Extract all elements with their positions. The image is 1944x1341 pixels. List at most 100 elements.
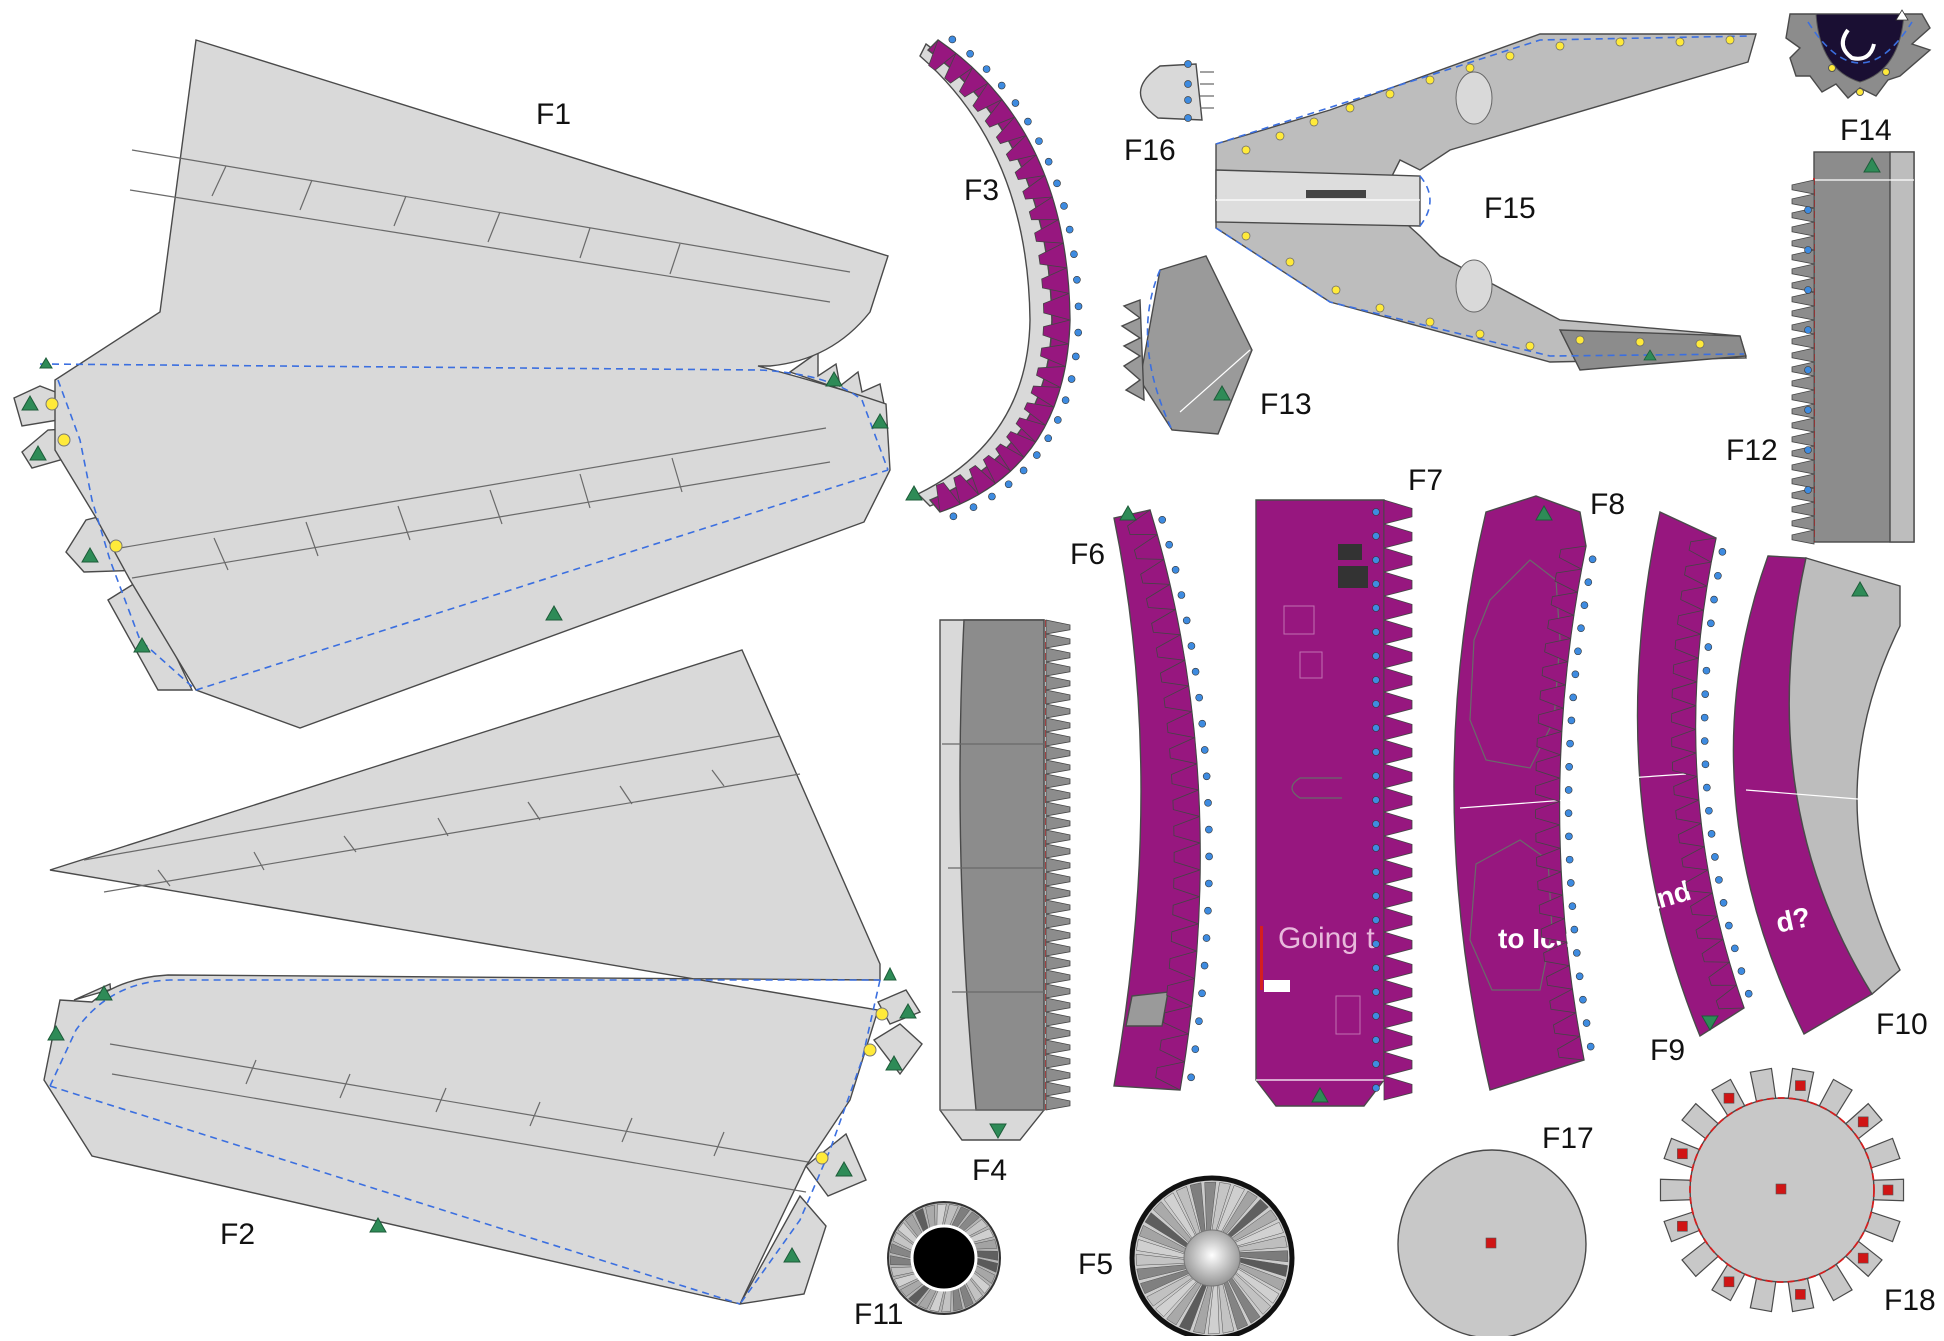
glue-tooth (1045, 871, 1071, 887)
glue-tooth (1045, 1081, 1071, 1097)
label-f9: F9 (1650, 1034, 1685, 1067)
triangle-marker (899, 1002, 917, 1019)
f10-side (1788, 557, 1901, 996)
glue-tooth (1681, 846, 1709, 871)
glue-tooth (953, 474, 980, 505)
glue-tooth (1791, 417, 1815, 433)
glue-tooth (1383, 763, 1413, 789)
f15-window (1455, 259, 1493, 313)
triangle-marker (989, 1123, 1007, 1140)
triangle-marker (81, 546, 99, 563)
glue-tooth (1383, 1075, 1413, 1101)
glue-tooth (1383, 1003, 1413, 1029)
glue-tooth (1045, 815, 1071, 831)
glue-tooth (1383, 835, 1413, 861)
f14-dark-cap (1815, 13, 1905, 83)
f13-body (1139, 255, 1253, 435)
glue-tooth (1045, 717, 1071, 733)
triangle-marker (47, 1024, 65, 1041)
triangle-marker (95, 984, 113, 1001)
label-f6: F6 (1070, 538, 1105, 571)
glue-tooth (1045, 997, 1071, 1013)
label-f18: F18 (1884, 1284, 1936, 1317)
glue-tooth (1045, 843, 1071, 859)
glue-tooth (928, 39, 957, 71)
glue-tooth (1677, 609, 1704, 635)
square-marker (1677, 1148, 1688, 1160)
glue-tooth (1791, 473, 1815, 489)
square-marker (1857, 1116, 1869, 1128)
triangle-marker (369, 1216, 387, 1233)
triangle-marker (29, 444, 47, 461)
glue-tooth (1791, 193, 1815, 209)
glue-tooth (1558, 545, 1587, 570)
glue-tooth (1791, 179, 1815, 195)
glue-tooth (1045, 1011, 1071, 1027)
glue-tooth (1708, 961, 1737, 986)
glue-tooth (1045, 899, 1071, 915)
part-f18-gear: F18 (1659, 1067, 1936, 1317)
glue-tooth (968, 465, 997, 496)
square-marker (1485, 1237, 1497, 1249)
triangle-marker (1535, 504, 1553, 521)
glue-tooth (1383, 571, 1413, 597)
dot-marker (815, 1151, 829, 1165)
glue-tooth (1791, 333, 1815, 349)
dot-marker (57, 433, 71, 447)
glue-tooth (1383, 691, 1413, 717)
label-f16: F16 (1124, 134, 1176, 167)
glue-tooth (1553, 1012, 1581, 1037)
glue-tooth (1045, 829, 1071, 845)
label-f15: F15 (1484, 192, 1536, 225)
glue-tooth (1022, 174, 1053, 200)
triangle-marker (885, 1054, 903, 1071)
glue-tooth (1383, 499, 1413, 525)
glue-tooth (958, 67, 989, 98)
glue-tooth (1791, 347, 1815, 363)
glue-tooth (1383, 523, 1413, 549)
glue-tooth (1045, 1095, 1071, 1111)
dot-marker (863, 1043, 877, 1057)
glue-tooth (1557, 1035, 1585, 1061)
glue-tooth (984, 98, 1016, 128)
glue-tooth (1045, 745, 1071, 761)
glue-tooth (982, 454, 1012, 485)
triangle-marker (883, 966, 897, 981)
glue-tooth (1045, 787, 1071, 803)
glue-tooth (1173, 842, 1201, 871)
f2-body (43, 649, 881, 1305)
glue-tooth (995, 116, 1027, 145)
glue-tooth (1045, 801, 1071, 817)
glue-tooth (1671, 705, 1697, 730)
glue-tooth (1155, 634, 1186, 661)
glue-tooth (1680, 585, 1708, 611)
glue-tooth (935, 482, 961, 513)
glue-tooth (1383, 979, 1413, 1005)
triangle-marker (1863, 156, 1881, 173)
glue-tooth (1169, 737, 1198, 765)
glue-tooth (1383, 1027, 1413, 1053)
glue-tooth (1690, 892, 1718, 917)
glue-tooth (1045, 689, 1071, 705)
f1-body (54, 39, 891, 729)
glue-tooth (1045, 647, 1071, 663)
glue-tooth (1173, 815, 1201, 844)
part-f5-turbine-large: F5 (1078, 1175, 1295, 1341)
glue-tooth (1537, 871, 1563, 896)
label-f17: F17 (1542, 1122, 1594, 1155)
label-f4: F4 (972, 1154, 1007, 1187)
glue-tooth (1038, 242, 1068, 269)
glue-tooth (1538, 894, 1565, 920)
glue-tooth (1541, 661, 1569, 686)
glue-tooth (1546, 965, 1573, 990)
label-f7: F7 (1408, 464, 1443, 497)
f5-hub (1183, 1229, 1241, 1287)
glue-tooth (1383, 547, 1413, 573)
part-f7: Going t F7 (1255, 464, 1443, 1107)
glue-tooth (995, 443, 1025, 472)
glue-tooth (1715, 984, 1745, 1010)
glue-tooth (1045, 885, 1071, 901)
glue-tooth (1791, 459, 1815, 475)
glue-tooth (1383, 643, 1413, 669)
part-f13: F13 (1120, 255, 1312, 435)
